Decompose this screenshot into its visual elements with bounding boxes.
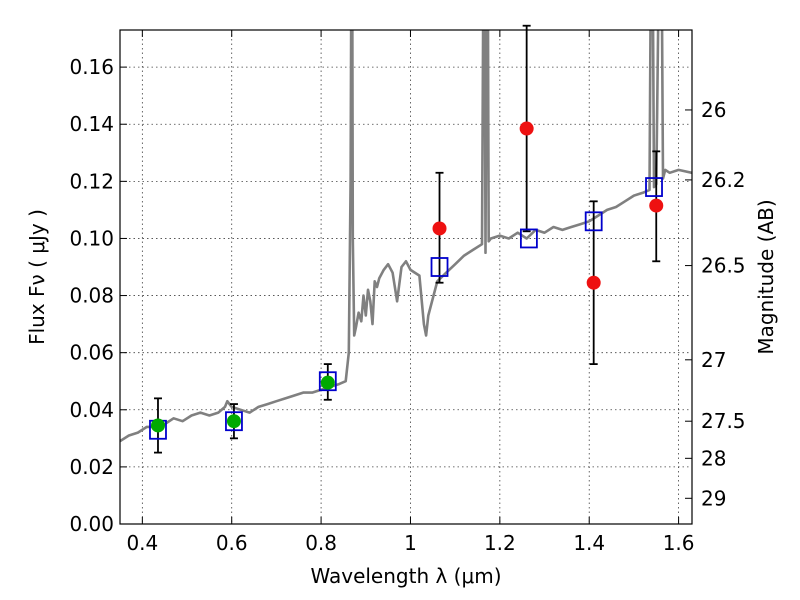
x-tick-label: 1.4 (573, 531, 605, 555)
model-square (645, 177, 663, 197)
x-tick-label: 1.2 (484, 531, 516, 555)
data-point (320, 375, 335, 390)
model-square (519, 228, 538, 249)
y-axis-label: Flux Fν ( μJy ) (25, 209, 49, 345)
grid-lines (120, 30, 692, 524)
mag-tick-label: 28 (701, 446, 726, 470)
y-tick-label: 0.02 (69, 455, 114, 479)
plot-background (120, 30, 692, 524)
data-point (649, 198, 664, 213)
y-tick-label: 0.00 (69, 512, 114, 536)
y-tick-label: 0.14 (69, 112, 114, 136)
data-point (586, 275, 601, 290)
x-axis-label: Wavelength λ (μm) (310, 564, 501, 588)
markers (149, 121, 664, 440)
y-tick-label: 0.06 (69, 341, 114, 365)
template-spectrum-line (120, 30, 692, 443)
data-point (226, 414, 241, 429)
y-tick-label: 0.16 (69, 55, 114, 79)
model-square (430, 257, 449, 277)
mag-tick-label: 26 (701, 98, 726, 122)
y-tick-label: 0.10 (69, 226, 114, 250)
mag-tick-label: 29 (701, 486, 726, 510)
x-tick-label: 1.6 (663, 531, 695, 555)
model-square (225, 411, 243, 432)
data-point (519, 121, 534, 136)
mag-tick-label: 27.5 (701, 409, 746, 433)
y-tick-label: 0.12 (69, 169, 114, 193)
data-layer (120, 30, 692, 443)
x-tick-label: 0.6 (216, 531, 248, 555)
x-tick-label: 1 (404, 531, 417, 555)
plot-frame (119, 29, 693, 525)
axes: 0.4 0.6 0.8 1 1.2 1.4 1.6 0.00 0.02 0.04 0.06 0.08 0… (69, 30, 746, 555)
y-tick-label: 0.08 (69, 284, 114, 308)
x-tick-label: 0.8 (305, 531, 337, 555)
y-tick-label: 0.04 (69, 398, 114, 422)
x-tick-label: 0.4 (126, 531, 158, 555)
y2-axis-label: Magnitude (AB) (754, 199, 778, 354)
model-square (318, 371, 337, 392)
data-point (432, 221, 447, 236)
mag-tick-label: 26.5 (701, 254, 746, 278)
model-square (584, 211, 603, 232)
data-point (150, 418, 165, 433)
mag-tick-label: 26.2 (701, 168, 746, 192)
mag-tick-label: 27 (701, 348, 726, 372)
